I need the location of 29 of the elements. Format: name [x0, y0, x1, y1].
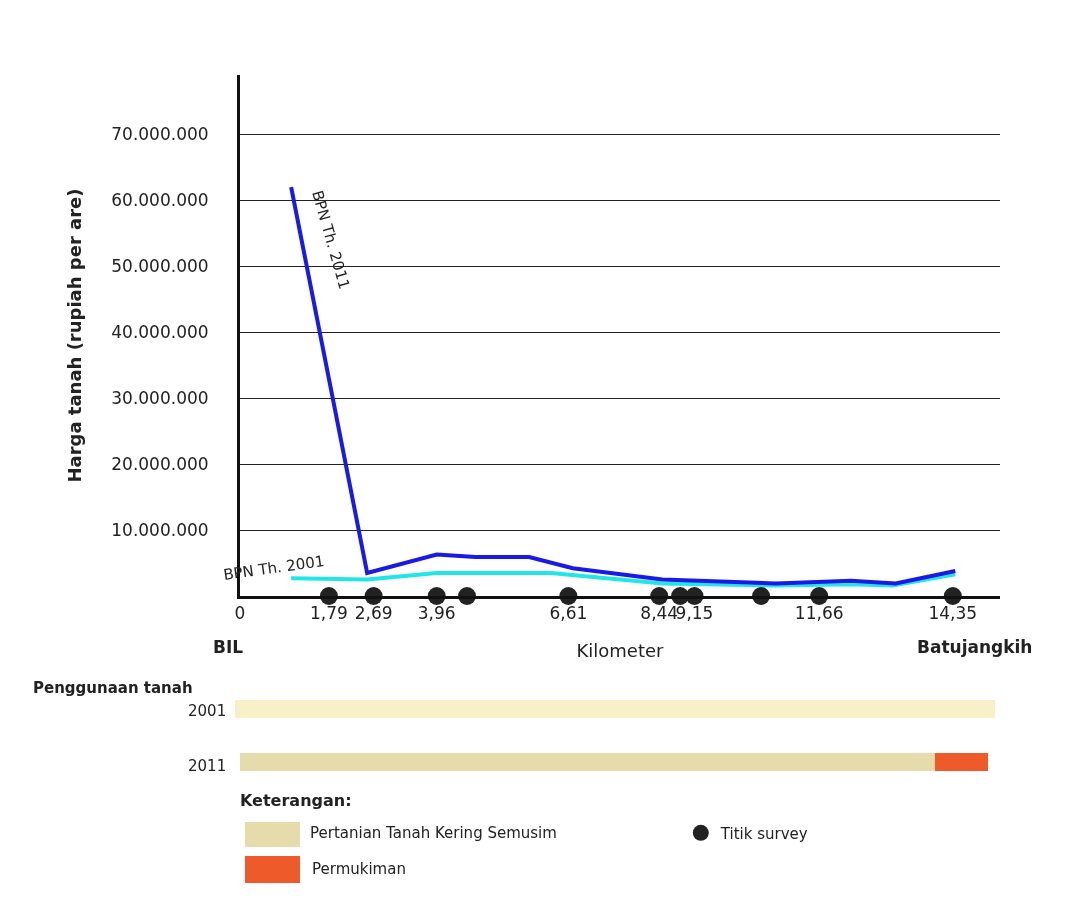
y-tick-label: 30.000.000 [111, 388, 209, 409]
line-series [289, 570, 958, 588]
text: Penggunaan tanah [33, 679, 193, 697]
x-tick-label: 3,96 [417, 603, 456, 624]
x-tick-label: 1,79 [309, 603, 348, 624]
y-tick-label: 50.000.000 [111, 256, 209, 277]
x-tick-label: 14,35 [928, 603, 978, 624]
x-tick-label: 9,15 [675, 603, 714, 624]
y-tick-label: 40.000.000 [111, 322, 209, 343]
text: 2011 [188, 757, 227, 775]
text: 2001 [188, 702, 227, 720]
y-tick-label: 20.000.000 [111, 454, 209, 475]
x-tick-label: 6,61 [549, 603, 588, 624]
x-tick-label: 2,69 [354, 603, 393, 624]
y-axis-title: Harga tanah (rupiah per are) [64, 188, 86, 483]
x-tick-label: 0 [234, 603, 246, 624]
x-axis-title: Kilometer [576, 639, 665, 661]
text: BPN Th. 2001 [222, 552, 326, 584]
y-tick-label: 70.000.000 [111, 124, 209, 145]
text: Permukiman [312, 860, 406, 878]
text: BIL [213, 637, 244, 657]
x-tick-label: 11,66 [794, 603, 844, 624]
text: Batujangkih [917, 637, 1033, 657]
y-tick-label: 10.000.000 [111, 520, 209, 540]
y-tick-label: 60.000.000 [111, 190, 209, 211]
text: Keterangan: [240, 791, 352, 810]
text: Pertanian Tanah Kering Semusim [310, 824, 557, 842]
text: BPN Th. 2011 [308, 188, 354, 292]
legend-label: Titik survey [719, 824, 808, 843]
